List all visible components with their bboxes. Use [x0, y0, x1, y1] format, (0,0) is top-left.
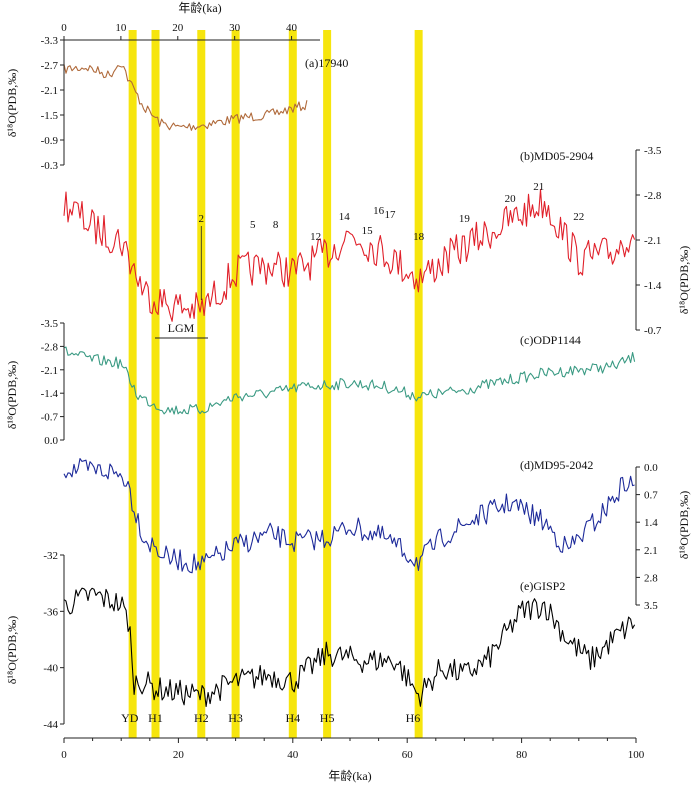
- y-tick-label-1-1: -3.3: [41, 35, 59, 47]
- y-tick-label-3-1: -3.5: [41, 318, 59, 330]
- mis-label-12: 12: [310, 231, 321, 243]
- y-tick-label-4-6: 3.5: [644, 600, 658, 612]
- yellow-band-5: [288, 30, 297, 738]
- y-tick-label-2-4: -1.4: [644, 280, 662, 292]
- mis-label-21: 21: [533, 181, 544, 193]
- y-tick-label-1-3: -2.1: [41, 85, 58, 97]
- event-label-h2: H2: [194, 711, 209, 725]
- annotations: LGM YD H1 H2 H3 H4 H5 H6 2 5 8 12 14 15 16 17 18 19 20 21 2…: [121, 181, 584, 725]
- bottom-tick-label-4: 60: [402, 749, 414, 761]
- mis-label-8: 8: [273, 219, 279, 231]
- y-axis-label-3: δ¹⁸O(PDB,‰): [5, 361, 19, 429]
- mis-label-18: 18: [413, 231, 425, 243]
- y-axis-label-1: δ¹⁸O(PDB,‰): [5, 69, 19, 137]
- bottom-x-axis: 年龄(ka) 0 20 40 60 80 100: [61, 737, 645, 783]
- event-label-h4: H4: [285, 711, 300, 725]
- top-tick-label-3: 20: [172, 22, 184, 34]
- yellow-band-4: [231, 30, 240, 738]
- y-axis-1: -3.3 -2.7 -2.1 -1.5 -0.9 -0.3 δ¹⁸O(PDB,‰): [5, 35, 65, 172]
- y-tick-label-4-5: 2.8: [644, 572, 658, 584]
- y-tick-label-4-3: 1.4: [644, 517, 658, 529]
- y-axis-label-4: δ¹⁸O(PDB,‰): [677, 491, 691, 559]
- series-paths: [63, 64, 636, 708]
- bottom-x-axis-label: 年龄(ka): [328, 769, 371, 783]
- y-tick-label-4-2: 0.7: [644, 490, 658, 502]
- mis-label-5: 5: [250, 219, 256, 231]
- y-axis-2: -3.5 -2.8 -2.1 -1.4 -0.7 δ¹⁸O(PDB,‰): [635, 145, 691, 337]
- series-labels: (a)17940 (b)MD05-2904 (c)ODP1144 (d)MD95-20…: [305, 56, 593, 593]
- series-line-2: [63, 188, 636, 322]
- mis-label-16: 16: [373, 205, 385, 217]
- series-line-3: [63, 346, 636, 415]
- bottom-tick-label-5: 80: [516, 749, 528, 761]
- event-label-h1: H1: [148, 711, 163, 725]
- y-axis-4: 0.0 0.7 1.4 2.1 2.8 3.5 δ¹⁸O(PDB,‰): [635, 462, 691, 612]
- y-axes: -3.3-2.7-2.1-1.5-0.9-0.3δ¹⁸O(PDB,‰)-3.5-…: [5, 35, 691, 731]
- y-tick-label-3-5: -0.7: [41, 412, 59, 424]
- y-axis-label-2: δ¹⁸O(PDB,‰): [677, 246, 691, 314]
- mis-label-15: 15: [362, 225, 374, 237]
- event-label-h5: H5: [320, 711, 335, 725]
- bottom-tick-label-6: 100: [628, 749, 645, 761]
- yellow-band-1: [128, 30, 137, 738]
- series-label-4: (d)MD95-2042: [520, 458, 593, 472]
- bottom-tick-label-1: 0: [61, 749, 67, 761]
- series-label-1: (a)17940: [305, 56, 348, 70]
- y-tick-label-1-2: -2.7: [41, 60, 59, 72]
- top-tick-label-1: 0: [61, 22, 67, 34]
- mis-label-2: 2: [199, 213, 205, 225]
- event-label-yd: YD: [121, 711, 139, 725]
- lgm-label: LGM: [168, 321, 195, 335]
- y-tick-label-4-4: 2.1: [644, 545, 658, 557]
- y-tick-label-1-4: -1.5: [41, 110, 59, 122]
- yellow-band-7: [414, 30, 423, 738]
- y-tick-label-3-3: -2.1: [41, 365, 58, 377]
- yellow-band-3: [197, 30, 206, 738]
- mis-label-14: 14: [339, 211, 351, 223]
- series-label-3: (c)ODP1144: [520, 333, 581, 347]
- top-tick-label-4: 30: [229, 22, 241, 34]
- top-tick-label-5: 40: [286, 22, 298, 34]
- yellow-bands: [128, 30, 423, 738]
- y-tick-label-3-6: 0.0: [44, 435, 58, 447]
- y-tick-label-5-3: -40: [43, 663, 58, 675]
- series-line-1: [63, 64, 308, 131]
- top-x-axis-label: 年龄(ka): [178, 1, 221, 15]
- y-tick-label-1-6: -0.3: [41, 160, 59, 172]
- y-tick-label-3-4: -1.4: [41, 388, 59, 400]
- series-label-5: (e)GISP2: [520, 579, 565, 593]
- series-label-2: (b)MD05-2904: [520, 149, 593, 163]
- y-axis-label-5: δ¹⁸O(PDB,‰): [5, 616, 19, 684]
- y-axis-5: -32 -36 -40 -44 δ¹⁸O(PDB,‰): [5, 550, 65, 731]
- yellow-band-2: [151, 30, 160, 738]
- y-tick-label-2-3: -2.1: [644, 235, 661, 247]
- y-tick-label-2-2: -2.8: [644, 190, 662, 202]
- y-tick-label-1-5: -0.9: [41, 135, 59, 147]
- top-tick-label-2: 10: [115, 22, 127, 34]
- mis-label-22: 22: [573, 211, 584, 223]
- top-x-axis: 年龄(ka) 0 10 20 30 40: [61, 1, 320, 41]
- event-label-h3: H3: [228, 711, 243, 725]
- event-label-h6: H6: [406, 711, 421, 725]
- y-tick-label-2-1: -3.5: [644, 145, 662, 157]
- y-tick-label-4-1: 0.0: [644, 462, 658, 474]
- series-line-5: [63, 587, 636, 708]
- y-tick-label-3-2: -2.8: [41, 341, 59, 353]
- bottom-tick-label-3: 40: [287, 749, 299, 761]
- mis-label-17: 17: [385, 209, 397, 221]
- series-line-4: [63, 458, 635, 574]
- mis-label-19: 19: [459, 213, 471, 225]
- mis-label-20: 20: [505, 193, 517, 205]
- yellow-band-6: [323, 30, 332, 738]
- y-tick-label-5-4: -44: [43, 719, 58, 731]
- y-tick-label-2-5: -0.7: [644, 325, 662, 337]
- y-axis-3: -3.5 -2.8 -2.1 -1.4 -0.7 0.0 δ¹⁸O(PDB,‰): [5, 318, 65, 447]
- bottom-tick-label-2: 20: [173, 749, 185, 761]
- y-tick-label-5-1: -32: [43, 550, 58, 562]
- y-tick-label-5-2: -36: [43, 606, 58, 618]
